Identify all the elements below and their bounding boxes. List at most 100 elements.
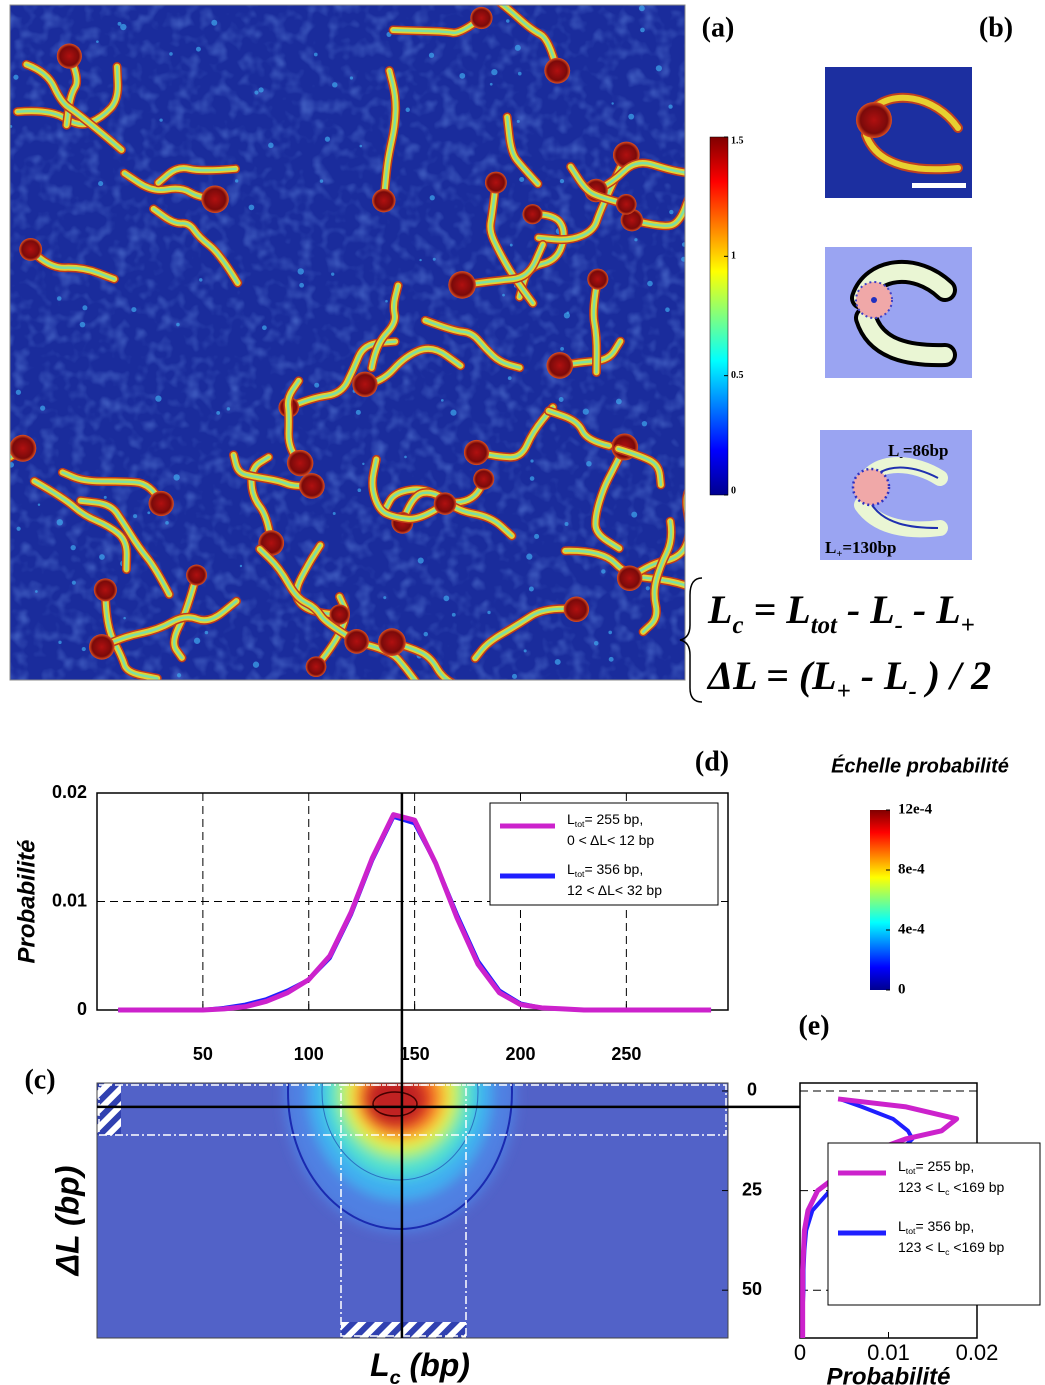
arm-centerline	[871, 504, 939, 529]
panel-label: (c)	[24, 1064, 55, 1095]
selection-band	[340, 1084, 467, 1337]
afm-dna	[594, 445, 626, 550]
colorbar-title: Échelle probabilité	[831, 754, 1009, 777]
afm-speck	[98, 181, 104, 187]
afm-speck	[681, 256, 685, 262]
text-part: +	[961, 612, 975, 639]
text-part: =130bp	[842, 538, 896, 557]
afm-nucleosome	[378, 628, 406, 657]
afm-dna	[29, 248, 116, 281]
legend	[489, 802, 719, 906]
afm-speck	[176, 322, 180, 327]
afm-speck	[216, 411, 221, 415]
afm-speck	[405, 107, 410, 112]
afm-nucleosome	[473, 468, 495, 490]
outline-fill	[858, 310, 953, 364]
contour-line	[321, 1083, 479, 1181]
afm-speck	[165, 521, 169, 525]
afm-speck	[523, 649, 527, 653]
text-part: = 356 bp,	[584, 861, 643, 877]
x-axis-label: Probabilité	[826, 1363, 950, 1385]
afm-speck	[299, 282, 305, 288]
afm-speck	[681, 242, 685, 247]
x-tick-label: 100	[294, 1044, 324, 1064]
afm-speck	[313, 52, 318, 57]
afm-speck	[534, 533, 540, 539]
afm-speck	[169, 52, 173, 56]
afm-speck	[56, 296, 62, 301]
text-part: 0 < ΔL< 12 bp	[567, 832, 654, 848]
afm-dna	[157, 166, 237, 185]
text-part: c	[390, 1367, 401, 1385]
afm-speck	[528, 586, 534, 592]
afm-nucleosome	[299, 473, 325, 499]
x-tick-label: 0.01	[867, 1340, 910, 1365]
afm-speck	[13, 74, 19, 80]
legend-label: Ltot= 356 bp,	[898, 1218, 974, 1237]
afm-speck	[120, 23, 127, 31]
text-part: -	[895, 612, 903, 639]
text-part: -	[899, 452, 903, 463]
afm-speck	[332, 512, 336, 516]
text-part: - L	[837, 587, 895, 632]
legend-label: Ltot= 356 bp,	[567, 861, 643, 880]
afm-dna	[505, 115, 540, 186]
colorbar-tick-label: 0.5	[731, 370, 744, 381]
afm-nucleosome	[344, 628, 369, 654]
inset-label: L-=86bp	[888, 441, 948, 463]
afm-nucleosome	[587, 268, 609, 290]
afm-nucleosome	[56, 43, 82, 69]
text-part: tot	[575, 869, 585, 879]
text-part: c	[945, 1247, 950, 1257]
afm-speck	[155, 395, 162, 402]
afm-dna	[370, 284, 400, 370]
y-tick-label: 0	[747, 1080, 757, 1100]
afm-dna	[391, 16, 483, 35]
afm-speck	[252, 661, 260, 668]
legend-label: Ltot= 255 bp,	[898, 1158, 974, 1177]
afm-dna	[473, 607, 578, 660]
afm-speck	[566, 311, 570, 315]
afm-dna	[594, 161, 685, 192]
afm-dna	[592, 277, 600, 374]
afm-speck	[248, 204, 255, 211]
afm-speck	[516, 119, 520, 123]
afm-nucleosome	[287, 449, 314, 477]
equation: Lc = Ltot - L- - L+	[707, 587, 975, 639]
afm-speck	[385, 299, 388, 303]
afm-speck	[10, 462, 15, 468]
afm-speck	[355, 409, 361, 415]
afm-dna	[25, 63, 123, 152]
colorbar-tick-label: 0	[731, 485, 736, 496]
text-part: L	[567, 861, 575, 877]
afm-speck	[582, 408, 589, 415]
afm-speck	[254, 90, 259, 95]
afm-speck	[631, 511, 638, 518]
afm-speck	[268, 142, 274, 149]
text-part: (bp)	[401, 1347, 470, 1383]
afm-speck	[173, 474, 180, 481]
text-part: L	[825, 538, 836, 557]
density-level	[366, 1083, 426, 1126]
hatched-region	[97, 1083, 121, 1135]
y-tick-label: 25	[742, 1179, 762, 1199]
afm-speck	[634, 238, 638, 242]
text-part: 123 < L	[898, 1179, 945, 1195]
legend-label: 0 < ΔL< 12 bp	[567, 832, 654, 848]
afm-dna	[475, 406, 555, 459]
afm-dna	[547, 409, 611, 448]
brace	[679, 577, 703, 703]
afm-speck	[511, 673, 518, 679]
text-part: tot	[906, 1226, 916, 1236]
equation: ΔL = (L+ - L- ) / 2	[706, 653, 991, 705]
afm-speck	[262, 325, 267, 331]
afm-speck	[58, 640, 62, 644]
afm-speck	[131, 307, 137, 313]
text-part: tot	[811, 612, 838, 639]
afm-speck	[608, 656, 614, 662]
afm-nucleosome	[89, 634, 115, 660]
text-part: tot	[575, 819, 585, 829]
afm-speck	[529, 476, 535, 481]
inset-dna	[863, 132, 961, 173]
afm-dna	[489, 181, 535, 305]
